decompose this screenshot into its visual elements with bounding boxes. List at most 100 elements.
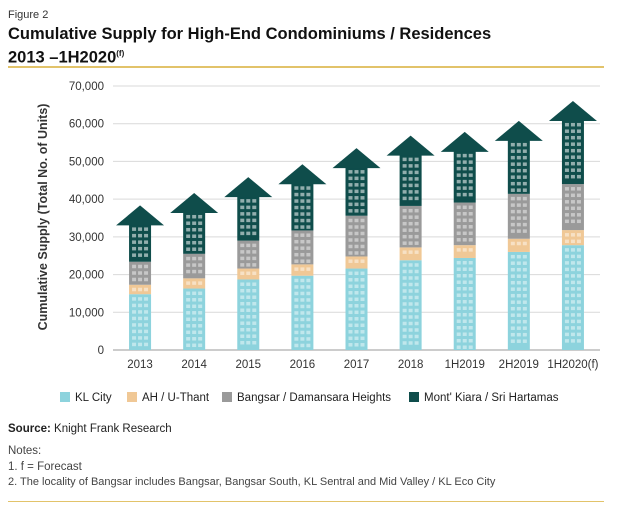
y-tick-label: 10,000 xyxy=(69,307,104,319)
window-pattern xyxy=(192,337,197,341)
window-pattern xyxy=(294,252,299,257)
legend-item: AH / U-Thant xyxy=(127,392,210,404)
window-pattern xyxy=(246,340,251,345)
legend-swatch xyxy=(60,392,70,402)
window-pattern xyxy=(354,304,359,308)
window-pattern xyxy=(564,206,569,211)
legend-swatch xyxy=(409,392,419,402)
window-pattern xyxy=(360,244,365,249)
window-pattern xyxy=(186,240,191,245)
window-pattern xyxy=(300,212,305,216)
window-pattern xyxy=(576,326,581,330)
window-pattern xyxy=(576,261,581,265)
x-tick-label: 1H2020(f) xyxy=(547,359,598,371)
bar-arrowhead xyxy=(494,120,543,141)
title-divider xyxy=(8,66,604,68)
window-pattern xyxy=(516,326,521,330)
window-pattern xyxy=(570,135,575,140)
window-pattern xyxy=(306,233,311,237)
y-tick-label: 40,000 xyxy=(69,194,104,206)
window-pattern xyxy=(246,321,251,325)
window-pattern xyxy=(408,308,413,313)
window-pattern xyxy=(246,334,251,338)
source-text: Knight Frank Research xyxy=(50,423,172,435)
legend-item: Bangsar / Damansara Heights xyxy=(222,392,391,404)
bar-stack-2016 xyxy=(278,164,327,350)
window-pattern xyxy=(348,170,353,174)
window-pattern xyxy=(252,231,257,236)
window-pattern xyxy=(240,263,245,267)
window-pattern xyxy=(564,293,569,298)
window-pattern xyxy=(462,205,467,210)
window-pattern xyxy=(198,247,203,251)
window-pattern xyxy=(246,243,251,248)
window-pattern xyxy=(456,267,461,271)
bar-stack-2H2019 xyxy=(494,120,543,350)
window-pattern xyxy=(186,263,191,267)
window-pattern xyxy=(294,330,299,335)
window-pattern xyxy=(408,190,413,194)
window-pattern xyxy=(252,288,257,293)
window-pattern xyxy=(516,280,521,285)
window-pattern xyxy=(414,282,419,287)
window-pattern xyxy=(522,280,527,285)
window-pattern xyxy=(468,293,473,297)
window-pattern xyxy=(516,267,521,272)
source-note: Source: Knight Frank Research xyxy=(8,423,172,435)
window-pattern xyxy=(186,256,191,261)
window-pattern xyxy=(240,212,245,216)
source-label: Source: xyxy=(8,423,51,435)
window-pattern xyxy=(516,274,521,278)
window-pattern xyxy=(360,189,365,194)
window-pattern xyxy=(402,341,407,345)
window-pattern xyxy=(510,229,515,233)
window-pattern xyxy=(300,285,305,289)
window-pattern xyxy=(468,212,473,216)
window-pattern xyxy=(408,215,413,219)
window-pattern xyxy=(360,170,365,174)
x-tick-label: 2013 xyxy=(127,359,153,371)
window-pattern xyxy=(354,238,359,242)
window-pattern xyxy=(306,337,311,341)
window-pattern xyxy=(198,330,203,335)
window-pattern xyxy=(360,209,365,213)
window-pattern xyxy=(402,315,407,319)
window-pattern xyxy=(402,215,407,219)
window-pattern xyxy=(300,199,305,203)
window-pattern xyxy=(294,311,299,315)
window-pattern xyxy=(402,276,407,280)
window-pattern xyxy=(300,259,305,263)
window-pattern xyxy=(570,248,575,252)
window-pattern xyxy=(402,183,407,188)
x-tick-label: 2015 xyxy=(235,359,261,371)
window-pattern xyxy=(462,286,467,291)
note-1: 1. f = Forecast xyxy=(8,461,82,473)
window-pattern xyxy=(240,321,245,325)
window-pattern xyxy=(522,332,527,337)
bar-segment-kl-city xyxy=(507,251,530,350)
window-pattern xyxy=(468,312,473,317)
window-pattern xyxy=(300,233,305,237)
window-pattern xyxy=(468,319,473,323)
window-pattern xyxy=(144,310,149,314)
window-pattern xyxy=(132,342,137,347)
window-pattern xyxy=(516,168,521,173)
window-pattern xyxy=(468,345,473,349)
window-pattern xyxy=(306,317,311,322)
bottom-divider xyxy=(8,501,604,502)
window-pattern xyxy=(402,221,407,226)
window-pattern xyxy=(414,170,419,175)
window-pattern xyxy=(360,251,365,255)
window-pattern xyxy=(468,280,473,284)
window-pattern xyxy=(468,260,473,265)
window-pattern xyxy=(186,247,191,251)
stacked-bar-chart: 0 10,000 20,000 30,000 40,000 50,000 60,000 70,… xyxy=(36,81,600,404)
bar-segment-bangsar-damansara-heights xyxy=(237,240,260,269)
window-pattern xyxy=(570,300,575,304)
window-pattern xyxy=(294,291,299,296)
window-pattern xyxy=(414,328,419,332)
window-pattern xyxy=(198,221,203,225)
window-pattern xyxy=(510,155,515,160)
window-pattern xyxy=(294,199,299,203)
window-pattern xyxy=(414,289,419,293)
